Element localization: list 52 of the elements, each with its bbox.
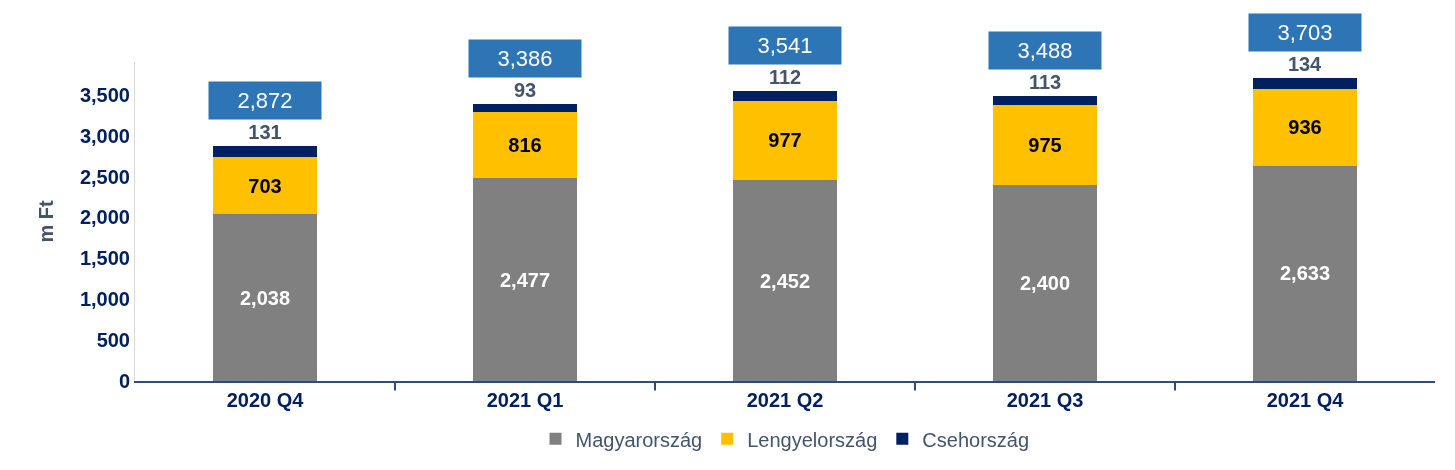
bar	[1253, 165, 1357, 381]
legend-label: Csehország	[922, 428, 1030, 451]
bar	[213, 156, 317, 215]
total-label: 3,703	[1277, 20, 1333, 45]
legend-label: Magyarország	[575, 428, 703, 451]
data-label: 975	[1028, 133, 1062, 156]
y-tick-label: 2,500	[79, 165, 130, 188]
data-label: 134	[1287, 53, 1323, 76]
bar	[473, 104, 577, 112]
bar	[733, 180, 837, 381]
total-label: 3,386	[497, 46, 553, 71]
data-label: 131	[248, 121, 282, 144]
y-tick-label: 2,000	[79, 206, 130, 229]
legend-label: Lengyelország	[747, 428, 878, 451]
data-label: 2,452	[759, 269, 811, 292]
y-tick-label: 3,000	[79, 124, 130, 147]
data-label: 816	[508, 134, 542, 157]
bar	[213, 214, 317, 381]
data-label: 2,400	[1019, 271, 1071, 294]
y-tick-label: 1,500	[79, 247, 130, 270]
bar	[473, 178, 577, 381]
y-tick-label: 3,500	[79, 83, 130, 106]
bar	[993, 95, 1097, 105]
data-label: 2,038	[239, 286, 291, 309]
bar	[993, 184, 1097, 381]
data-label: 113	[1028, 70, 1062, 93]
total-label: 2,872	[237, 88, 293, 113]
y-tick-label: 0	[118, 370, 130, 392]
bar	[1253, 78, 1357, 90]
y-tick-label: 1,000	[79, 288, 130, 311]
bar	[213, 146, 317, 157]
data-label: 936	[1288, 116, 1322, 139]
x-tick-label: 2021 Q2	[746, 389, 824, 411]
data-label: 977	[768, 129, 802, 152]
data-label: 93	[513, 79, 537, 102]
y-axis-title: m Ft	[35, 200, 58, 243]
data-label: 2,633	[1279, 262, 1331, 285]
data-label: 112	[768, 66, 802, 89]
bar	[993, 104, 1097, 185]
y-tick-label: 500	[96, 329, 130, 352]
data-label: 2,477	[499, 268, 551, 291]
x-tick-label: 2020 Q4	[226, 389, 305, 411]
bar	[733, 100, 837, 181]
x-tick-label: 2021 Q3	[1006, 389, 1084, 411]
data-label: 703	[248, 174, 282, 197]
bar	[1253, 89, 1357, 166]
total-label: 3,488	[1017, 38, 1073, 63]
bar	[733, 91, 837, 101]
total-label: 3,541	[757, 33, 813, 58]
x-tick-label: 2021 Q1	[486, 389, 564, 411]
x-tick-label: 2021 Q4	[1266, 389, 1345, 411]
bar	[473, 111, 577, 179]
